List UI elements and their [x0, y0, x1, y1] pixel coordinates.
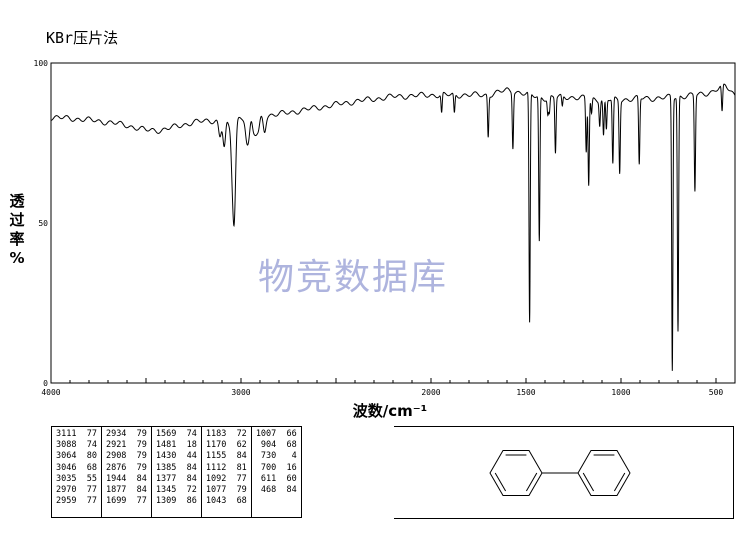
y-axis-label: 透过率% — [4, 192, 30, 268]
watermark: 物竞数据库 — [258, 257, 449, 298]
peak-entry: 1430 44 — [155, 451, 197, 462]
y-tick-label: 100 — [34, 59, 49, 68]
peak-table: 3111 77 3088 74 3064 80 3046 68 3035 55 2970 … — [51, 426, 302, 518]
peak-entry: 730 4 — [255, 451, 297, 462]
peak-entry: 3111 77 — [56, 429, 97, 439]
x-tick-label: 3000 — [231, 388, 250, 397]
peak-entry: 2959 77 — [56, 496, 97, 507]
peak-entry: 1077 79 — [205, 485, 247, 496]
peak-entry: 1007 66 — [255, 429, 297, 439]
x-tick-label: 1000 — [611, 388, 630, 397]
peak-entry: 3035 55 — [56, 473, 97, 484]
x-tick-label: 1500 — [516, 388, 535, 397]
benzene-ring-right — [577, 449, 631, 497]
peak-entry: 700 16 — [255, 462, 297, 473]
peak-entry: 1385 84 — [155, 462, 197, 473]
peak-entry: 1170 62 — [205, 440, 247, 451]
peak-table-column: 1569 74 1481 18 1430 44 1385 84 1377 84 1345 … — [150, 426, 202, 518]
peak-entry: 904 68 — [255, 440, 297, 451]
x-axis-label: 波数/cm⁻¹ — [352, 402, 428, 420]
peak-entry: 1345 72 — [155, 485, 197, 496]
y-axis-label-char: % — [9, 249, 25, 267]
peak-table-column: 1007 66 904 68 730 4 700 16 611 60 468 8… — [250, 426, 302, 518]
peak-entry: 1877 84 — [105, 485, 147, 496]
peak-table-column: 2934 79 2921 79 2908 79 2876 79 1944 84 1877 … — [100, 426, 152, 518]
peak-entry: 2934 79 — [105, 429, 147, 439]
peak-entry: 1155 84 — [205, 451, 247, 462]
peak-entry: 1183 72 — [205, 429, 247, 439]
peak-entry: 2908 79 — [105, 451, 147, 462]
y-axis-label-char: 透 — [9, 192, 25, 210]
structure-panel — [394, 426, 734, 519]
peak-entry: 3046 68 — [56, 462, 97, 473]
peak-entry: 1569 74 — [155, 429, 197, 439]
peak-entry: 1944 84 — [105, 473, 147, 484]
x-tick-label: 500 — [709, 388, 724, 397]
peak-entry: 1092 77 — [205, 473, 247, 484]
peak-table-row: 3111 77 3088 74 3064 80 3046 68 3035 55 2970 … — [51, 426, 302, 518]
plot-frame — [50, 62, 736, 384]
y-axis-label-char: 率 — [9, 230, 25, 248]
x-tick-label: 2000 — [421, 388, 440, 397]
peak-entry: 3088 74 — [56, 440, 97, 451]
benzene-ring-left — [489, 449, 543, 497]
peak-entry: 1112 81 — [205, 462, 247, 473]
tick-labels: 4000 3000 2000 1500 1000 500 0 50 100 — [34, 59, 724, 397]
y-tick-label: 50 — [38, 219, 48, 228]
y-axis-label-char: 过 — [9, 211, 25, 229]
y-tick-label: 0 — [43, 379, 48, 388]
peak-entry: 1377 84 — [155, 473, 197, 484]
peak-table-column: 3111 77 3088 74 3064 80 3046 68 3035 55 2970 … — [51, 426, 102, 518]
peak-entry: 1309 86 — [155, 496, 197, 507]
peak-entry: 1699 77 — [105, 496, 147, 507]
peak-entry: 468 84 — [255, 485, 297, 496]
peak-entry: 2921 79 — [105, 440, 147, 451]
x-tick-label: 4000 — [41, 388, 60, 397]
peak-entry: 2876 79 — [105, 462, 147, 473]
peak-entry: 2970 77 — [56, 485, 97, 496]
axes — [50, 62, 736, 384]
spectrum-line — [50, 83, 736, 371]
peak-entry: 611 60 — [255, 473, 297, 484]
tick-marks — [69, 378, 717, 383]
sample-method-label: KBr压片法 — [46, 29, 119, 47]
peak-table-column: 1183 72 1170 62 1155 84 1112 81 1092 77 1077 … — [200, 426, 252, 518]
peak-entry: 1481 18 — [155, 440, 197, 451]
peak-entry: 3064 80 — [56, 451, 97, 462]
biphenyl-structure — [489, 449, 631, 497]
peak-entry: 1043 68 — [205, 496, 247, 507]
